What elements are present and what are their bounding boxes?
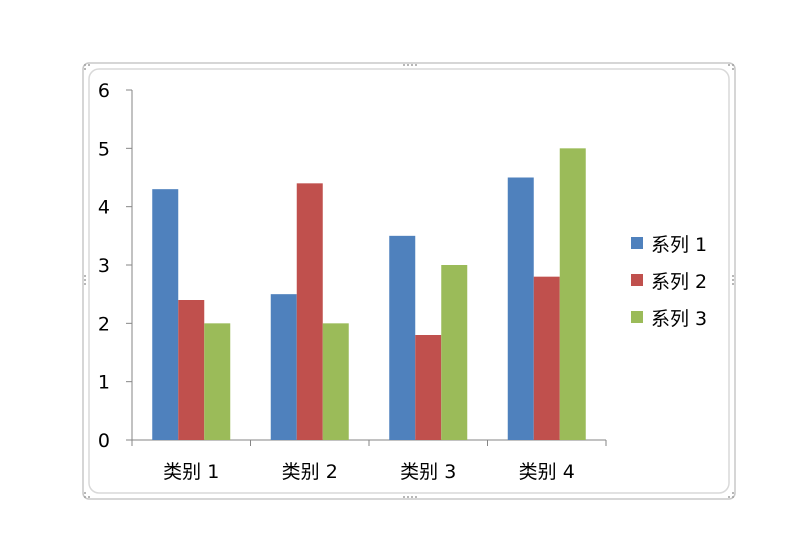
resize-handle-bottom-right[interactable] <box>728 492 734 498</box>
x-category-label: 类别 4 <box>519 461 575 483</box>
resize-handle-top-right[interactable] <box>728 64 734 70</box>
x-category-label: 类别 3 <box>400 461 456 483</box>
y-tick-label: 6 <box>98 80 110 102</box>
bar[interactable] <box>389 235 416 440</box>
resize-handle-right[interactable] <box>732 275 734 285</box>
y-tick-label: 2 <box>98 313 110 335</box>
bar[interactable] <box>441 265 468 440</box>
legend-swatch <box>631 274 643 286</box>
legend-entry: 系列 2 <box>651 271 707 293</box>
y-tick-label: 0 <box>98 430 110 452</box>
legend-swatch <box>631 311 643 323</box>
y-tick-label: 4 <box>98 197 110 219</box>
x-category-label: 类别 2 <box>282 461 338 483</box>
resize-handle-left[interactable] <box>84 275 86 285</box>
legend-entry: 系列 3 <box>651 308 707 330</box>
x-category-label: 类别 1 <box>163 461 219 483</box>
bar[interactable] <box>415 335 442 440</box>
legend-swatch <box>631 237 643 249</box>
bar[interactable] <box>296 183 323 441</box>
bar[interactable] <box>152 189 179 440</box>
bar[interactable] <box>533 276 560 440</box>
bar[interactable] <box>322 323 349 440</box>
resize-handle-bottom[interactable] <box>403 496 417 498</box>
bar[interactable] <box>507 177 534 441</box>
y-tick-label: 3 <box>98 255 110 277</box>
resize-handle-top[interactable] <box>403 64 417 66</box>
bar[interactable] <box>270 294 297 440</box>
legend: 系列 1 系列 2 系列 3 <box>631 234 707 330</box>
bar[interactable] <box>559 148 586 441</box>
legend-entry: 系列 1 <box>651 234 707 256</box>
bar[interactable] <box>204 323 231 440</box>
plot-area: 0 1 2 3 4 5 6 类别 1 类别 2 类别 3 类别 4 <box>98 80 607 483</box>
y-tick-label: 1 <box>98 372 110 394</box>
resize-handle-top-left[interactable] <box>84 64 90 70</box>
y-tick-label: 5 <box>98 138 110 160</box>
bar[interactable] <box>178 300 205 440</box>
resize-handle-bottom-left[interactable] <box>84 492 90 498</box>
